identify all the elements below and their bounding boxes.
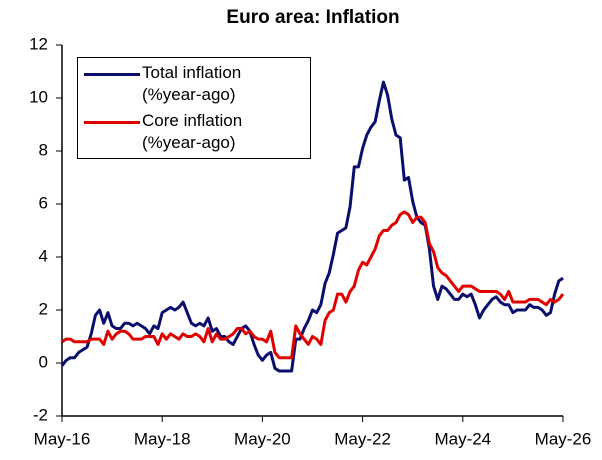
line-series (60, 80, 564, 373)
x-tick-label: May-20 (234, 429, 291, 448)
y-tick-label: 8 (39, 140, 48, 159)
x-tick-label: May-18 (134, 429, 191, 448)
x-tick-label: May-24 (434, 429, 491, 448)
legend-label: Total inflation (%year-ago) (142, 63, 242, 104)
x-tick-label: May-26 (535, 429, 592, 448)
x-tick-label: May-22 (334, 429, 391, 448)
y-tick-label: 12 (29, 34, 48, 53)
chart-title: Euro area: Inflation (226, 7, 399, 28)
legend: Total inflation (%year-ago) Core inflatio… (77, 57, 311, 159)
legend-label: Core inflation (%year-ago) (142, 111, 243, 152)
legend-swatch (84, 121, 140, 124)
y-tick-label: 2 (39, 299, 48, 318)
y-tick-label: -2 (33, 405, 48, 424)
legend-swatch (84, 73, 140, 76)
y-tick-label: 4 (39, 246, 48, 265)
y-tick-label: 10 (29, 87, 48, 106)
x-tick-label: May-16 (34, 429, 91, 448)
line-series (61, 210, 565, 360)
y-tick-label: 6 (39, 193, 48, 212)
y-tick-label: 0 (39, 352, 48, 371)
